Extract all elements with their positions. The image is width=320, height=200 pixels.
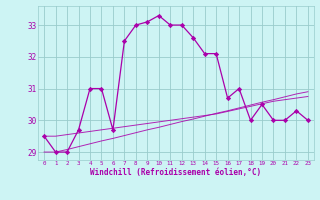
X-axis label: Windchill (Refroidissement éolien,°C): Windchill (Refroidissement éolien,°C): [91, 168, 261, 177]
